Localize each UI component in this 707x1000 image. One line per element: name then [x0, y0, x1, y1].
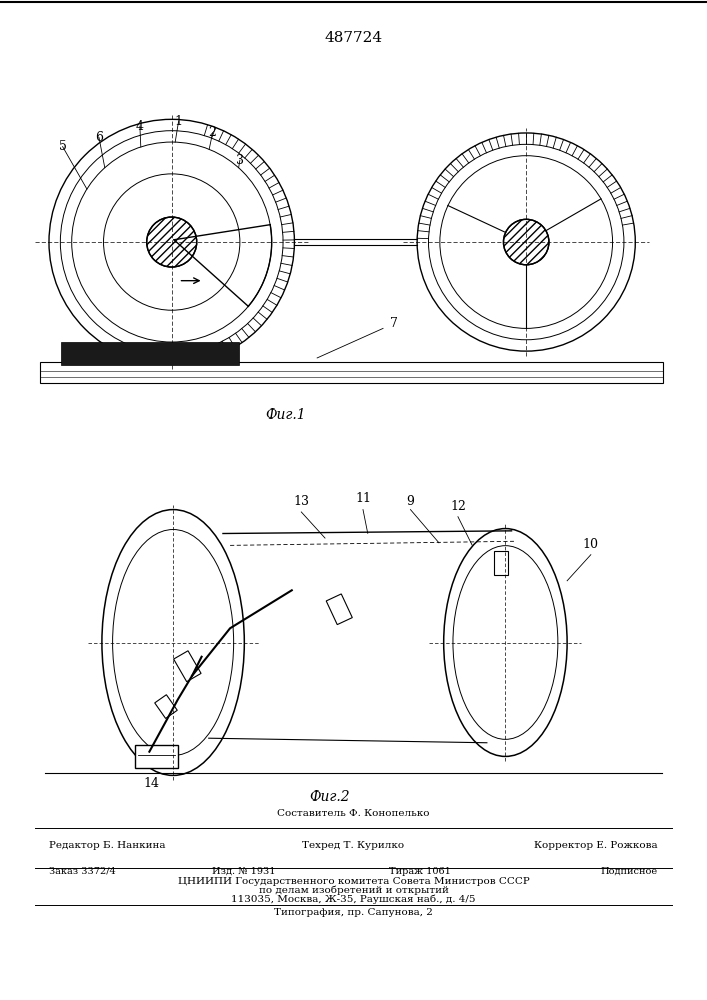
- Text: 6: 6: [95, 131, 103, 144]
- Text: 11: 11: [355, 492, 371, 505]
- Circle shape: [503, 219, 549, 265]
- Bar: [326, 594, 352, 625]
- Circle shape: [147, 217, 197, 267]
- Text: 3: 3: [236, 154, 244, 167]
- Bar: [155, 695, 177, 718]
- Bar: [174, 651, 201, 682]
- Text: Фиг.1: Фиг.1: [265, 408, 305, 422]
- Text: Заказ 3372/4: Заказ 3372/4: [49, 867, 116, 876]
- Text: Составитель Ф. Конопелько: Составитель Ф. Конопелько: [277, 809, 430, 818]
- Text: 13: 13: [293, 495, 309, 508]
- Text: 7: 7: [390, 317, 398, 330]
- Text: 2: 2: [209, 126, 216, 139]
- Bar: [135, 745, 178, 768]
- Text: 10: 10: [583, 538, 599, 551]
- Text: ЦНИИПИ Государственного комитета Совета Министров СССР: ЦНИИПИ Государственного комитета Совета …: [177, 877, 530, 886]
- Text: 5: 5: [59, 140, 66, 153]
- Text: 9: 9: [407, 495, 414, 508]
- Bar: [40, 362, 662, 383]
- Text: Изд. № 1931: Изд. № 1931: [212, 867, 276, 876]
- Text: Типография, пр. Сапунова, 2: Типография, пр. Сапунова, 2: [274, 908, 433, 917]
- Bar: [62, 342, 239, 365]
- Text: 12: 12: [450, 500, 466, 513]
- Text: Подписное: Подписное: [600, 867, 658, 876]
- Bar: [493, 551, 508, 575]
- Text: 4: 4: [136, 120, 144, 133]
- Text: Тираж 1061: Тираж 1061: [389, 867, 451, 876]
- Text: Редактор Б. Нанкина: Редактор Б. Нанкина: [49, 841, 166, 850]
- Text: Техред Т. Курилко: Техред Т. Курилко: [303, 841, 404, 850]
- Text: 487724: 487724: [325, 31, 382, 45]
- Text: Фиг.2: Фиг.2: [310, 790, 350, 804]
- Text: 14: 14: [144, 777, 160, 790]
- Text: по делам изобретений и открытий: по делам изобретений и открытий: [259, 886, 448, 895]
- Text: Корректор Е. Рожкова: Корректор Е. Рожкова: [534, 841, 658, 850]
- Text: 113035, Москва, Ж-35, Раушская наб., д. 4/5: 113035, Москва, Ж-35, Раушская наб., д. …: [231, 894, 476, 904]
- Text: 1: 1: [175, 115, 182, 128]
